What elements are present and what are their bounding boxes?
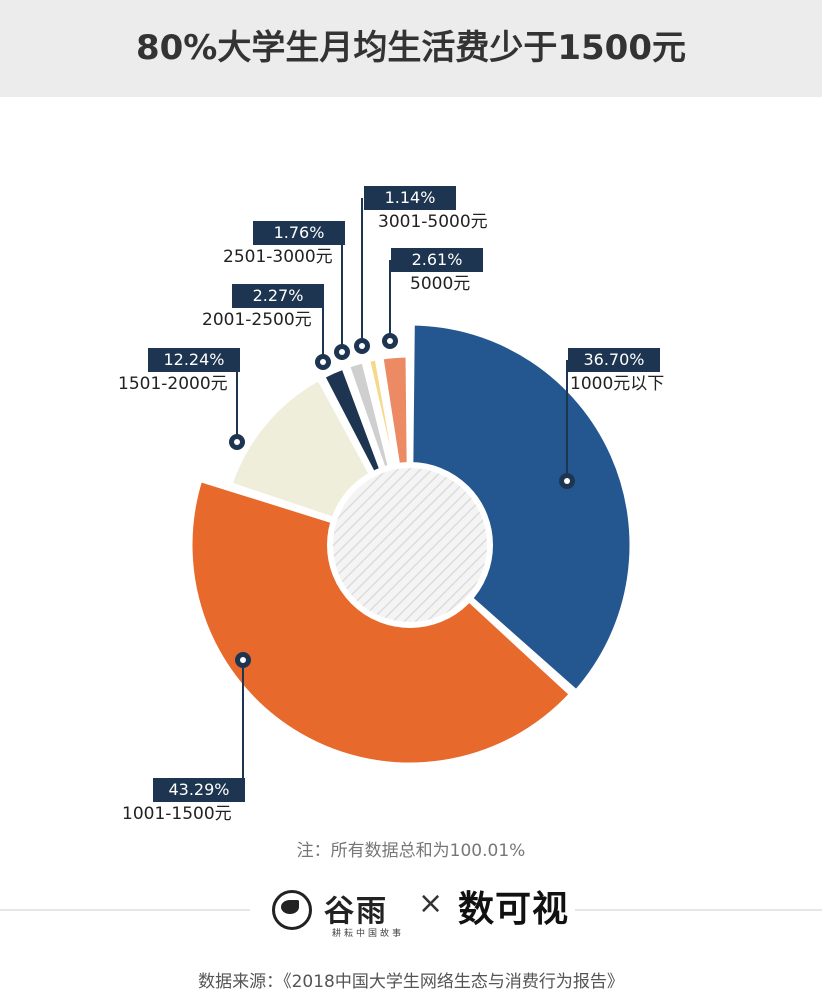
marker-dot-center-7 [387,338,393,344]
value-label-box-4 [232,284,324,308]
chart-title: 80%大学生月均生活费少于1500元 [135,28,686,68]
marker-dot-center-4 [320,359,326,365]
category-label-2: 1001-1500元 [122,804,232,824]
value-label-7: 2.61% [412,250,463,269]
marker-dot-center-5 [339,349,345,355]
value-label-6: 1.14% [385,188,436,207]
category-label-3: 1501-2000元 [118,374,228,394]
value-label-2: 43.29% [168,780,229,799]
value-label-4: 2.27% [253,286,304,305]
value-label-box-5 [253,221,345,245]
footnote: 注：所有数据总和为100.01% [296,841,526,861]
value-label-5: 1.76% [274,223,325,242]
guyu-brand-slogan: 耕耘中国故事 [332,929,405,939]
category-label-6: 3001-5000元 [378,212,488,232]
data-source: 数据来源：《2018中国大学生网络生态与消费行为报告》 [198,972,624,992]
guyu-brand-name: 谷雨 [324,894,388,929]
bird-icon [281,900,299,914]
marker-dot-center-2 [240,657,246,663]
category-label-1: 1000元以下 [570,374,664,394]
marker-dot-center-6 [359,343,365,349]
marker-dot-center-3 [234,439,240,445]
value-label-box-6 [364,186,456,210]
value-label-1: 36.70% [583,350,644,369]
bird-logo-icon [272,890,312,930]
shukeshi-logo: 数可视 [458,888,570,930]
category-label-7: 5000元 [410,274,470,294]
title-bar [0,0,822,97]
category-label-4: 2001-2500元 [202,310,312,330]
divider-left [0,909,250,911]
value-label-box-1 [568,348,660,372]
value-label-box-3 [148,348,240,372]
category-label-5: 2501-3000元 [223,247,333,267]
value-label-3: 12.24% [163,350,224,369]
guyu-logo: 谷雨 耕耘中国故事 [272,884,412,940]
value-label-box-2 [153,778,245,802]
value-label-box-7 [391,248,483,272]
times-symbol: × [418,886,444,921]
marker-dot-center-1 [564,478,570,484]
donut-chart: 36.70% 1000元以下 43.29% 1001-1500元 12.24% 1501-… [118,186,664,824]
divider-right [575,909,822,911]
donut-hole [327,462,493,628]
